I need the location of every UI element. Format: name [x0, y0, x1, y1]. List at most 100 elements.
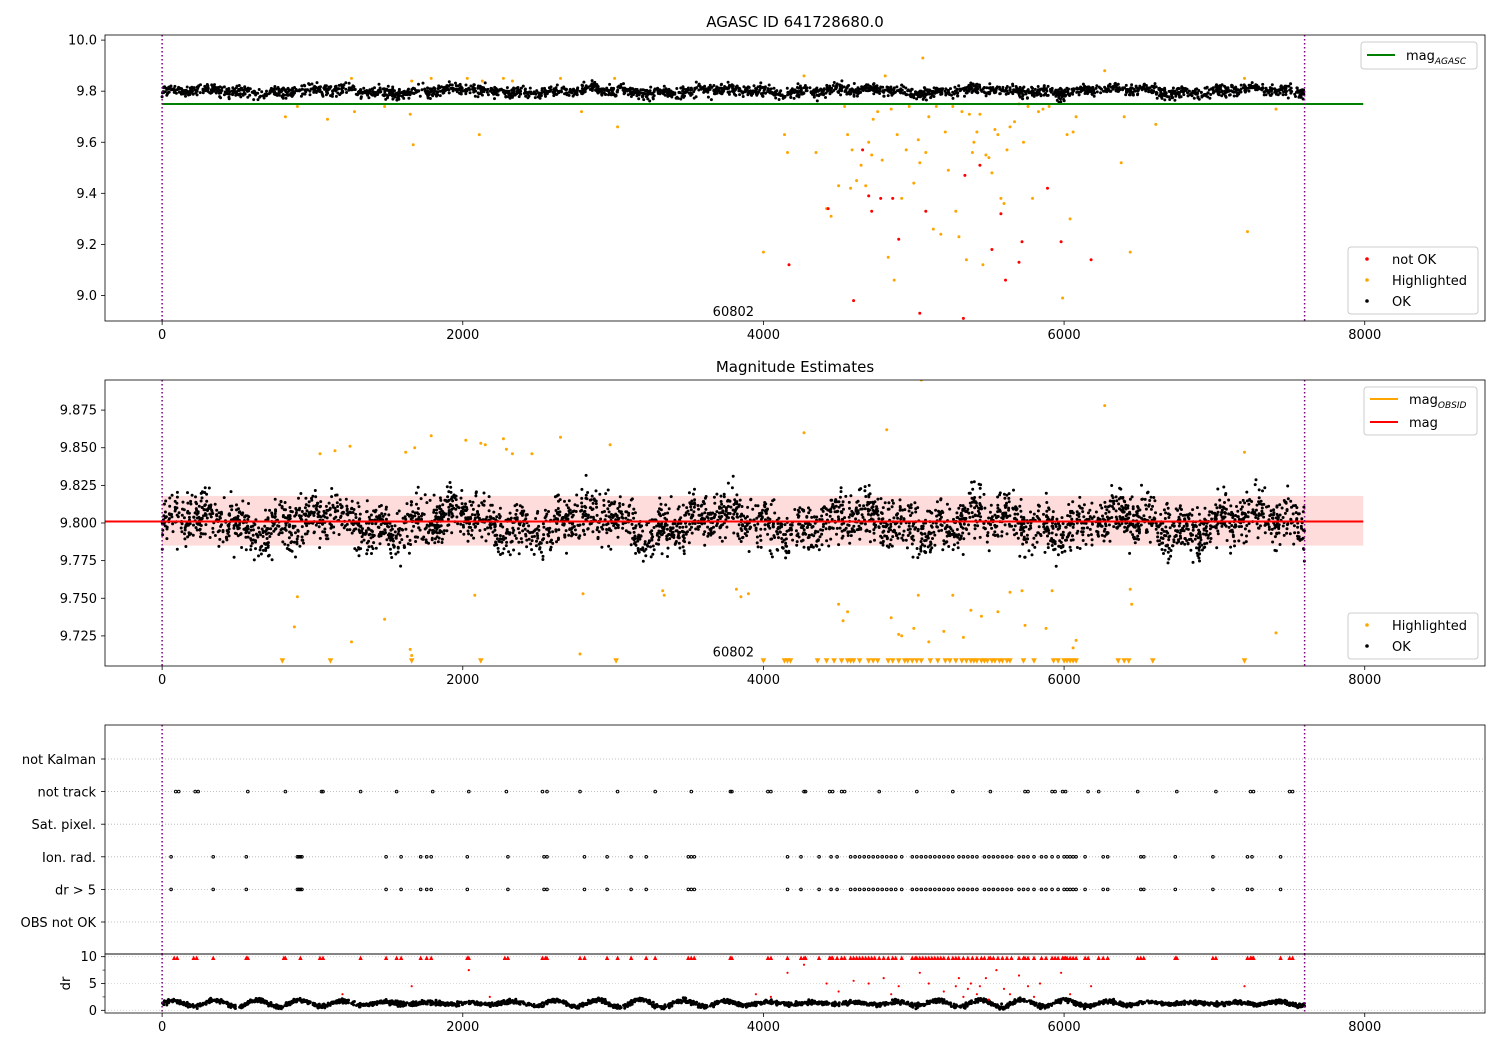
data-point-ok	[399, 564, 403, 568]
data-point-ok	[162, 502, 166, 506]
data-point-ok	[829, 537, 833, 541]
data-point-ok	[722, 495, 726, 499]
data-point-ok	[357, 547, 361, 551]
data-point-highlighted	[880, 158, 884, 162]
data-point-ok	[196, 510, 200, 514]
data-point-ok	[1079, 506, 1083, 510]
data-point-ok	[1243, 89, 1247, 93]
data-point-ok	[530, 535, 534, 539]
legend-label-base: mag	[1406, 49, 1435, 64]
data-point-ok	[470, 513, 474, 517]
data-point-ok	[693, 87, 697, 91]
data-point-ok	[703, 530, 707, 534]
data-point-ok	[675, 524, 679, 528]
data-point-ok	[1066, 514, 1070, 518]
data-point-ok	[1066, 92, 1070, 96]
data-point-ok	[978, 535, 982, 539]
data-point-ok	[406, 512, 409, 516]
data-point-ok	[1094, 86, 1098, 90]
data-point-highlighted	[1031, 196, 1034, 200]
data-point-ok	[393, 530, 397, 534]
data-point-ok	[469, 84, 473, 88]
data-point-ok	[468, 500, 472, 503]
data-point-ok	[1224, 95, 1228, 99]
data-point-ok	[743, 532, 747, 536]
data-point-ok	[906, 504, 910, 508]
data-point-ok	[995, 85, 999, 89]
data-point-ok	[758, 534, 762, 538]
data-point-ok	[1154, 521, 1158, 525]
data-point-ok	[890, 91, 893, 95]
data-point-ok	[374, 546, 378, 550]
legend-upper: magAGASC	[1360, 41, 1478, 70]
data-point-ok	[1220, 524, 1224, 528]
data-point-highlighted	[960, 110, 964, 114]
data-point-ok	[1167, 516, 1171, 519]
data-point-highlighted	[1103, 69, 1107, 73]
data-point-ok	[812, 89, 816, 93]
data-point-ok	[1015, 90, 1018, 94]
data-point-ok	[350, 87, 353, 91]
data-point-ok	[351, 84, 355, 88]
data-point-ok	[1208, 540, 1212, 544]
data-point-ok	[498, 534, 502, 538]
legend-label: not OK	[1392, 253, 1437, 268]
data-point-ok	[560, 90, 563, 94]
data-point-ok	[213, 83, 216, 87]
data-point-ok	[647, 90, 650, 93]
data-point-ok	[1106, 517, 1110, 521]
data-point-ok	[766, 87, 770, 91]
data-point-ok	[574, 533, 578, 537]
data-point-ok	[1012, 88, 1016, 92]
data-point-ok	[409, 92, 413, 95]
data-point-ok	[1227, 512, 1231, 516]
data-point-ok	[1024, 90, 1028, 94]
data-point-ok	[448, 83, 452, 87]
data-point-ok	[742, 85, 746, 89]
data-point-ok	[181, 500, 185, 504]
data-point-highlighted	[1005, 148, 1009, 152]
data-point-ok	[920, 537, 924, 541]
data-point-ok	[403, 515, 407, 519]
data-point-ok	[572, 87, 575, 91]
data-point-ok	[632, 530, 636, 534]
data-point-ok	[365, 552, 369, 556]
data-point-ok	[1012, 528, 1016, 532]
data-point-ok	[508, 553, 512, 557]
data-point-ok	[298, 514, 302, 518]
data-point-ok	[910, 542, 914, 546]
data-point-ok	[1019, 497, 1023, 501]
data-point-ok	[351, 511, 355, 514]
data-point-ok	[605, 86, 609, 90]
data-point-ok	[333, 510, 337, 514]
data-point-ok	[871, 88, 875, 92]
data-point-ok	[1230, 83, 1234, 87]
data-point-ok	[982, 90, 986, 94]
data-point-ok	[435, 535, 439, 539]
data-point-ok	[489, 503, 493, 507]
data-point-highlighted	[465, 76, 469, 80]
data-point-ok	[1000, 530, 1004, 534]
data-point-ok	[910, 511, 914, 515]
data-point-ok	[837, 543, 841, 547]
data-point-ok	[506, 91, 510, 94]
data-point-ok	[793, 508, 797, 511]
data-point-highlighted	[783, 133, 786, 137]
data-point-ok	[451, 89, 455, 93]
data-point-ok	[283, 542, 287, 546]
data-point-ok	[280, 89, 284, 93]
data-point-ok	[826, 89, 830, 93]
data-point-ok	[924, 93, 928, 97]
data-point-ok	[664, 503, 668, 507]
data-point-ok	[488, 523, 492, 527]
data-point-ok	[391, 97, 395, 101]
data-point-ok	[309, 87, 313, 91]
data-point-ok	[416, 507, 420, 510]
data-point-ok	[1131, 93, 1135, 97]
data-point-ok	[175, 495, 179, 499]
data-point-ok	[978, 486, 982, 490]
data-point-ok	[325, 516, 329, 520]
data-point-ok	[1208, 96, 1212, 100]
data-point-ok	[1203, 506, 1207, 510]
data-point-ok	[384, 507, 388, 511]
